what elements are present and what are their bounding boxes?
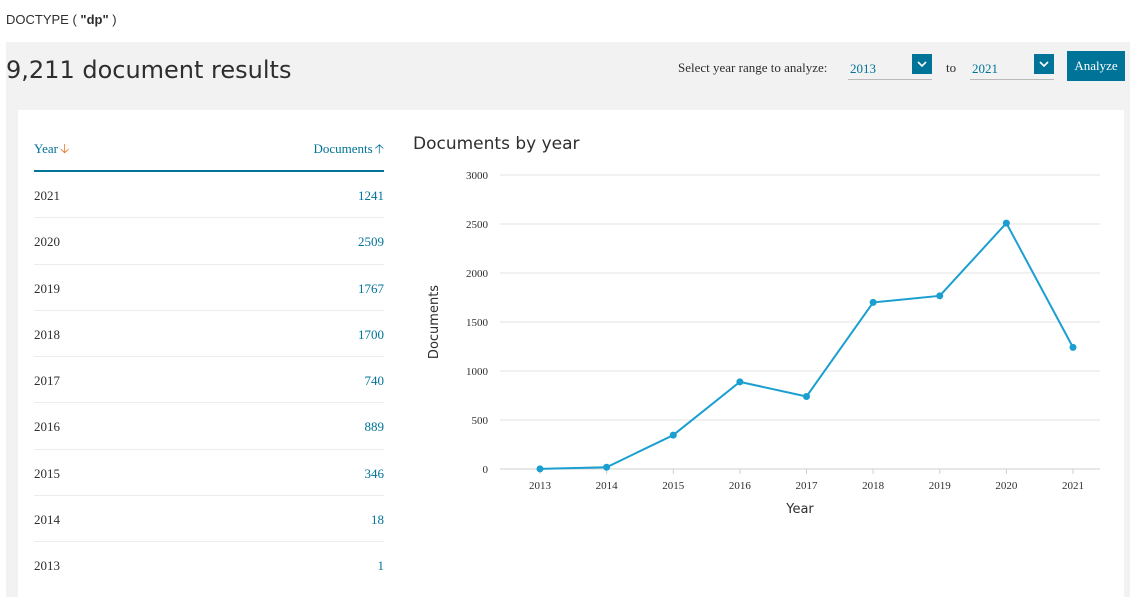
x-tick-label: 2020 xyxy=(995,480,1018,492)
y-tick-label: 3000 xyxy=(466,170,489,182)
year-range-label: Select year range to analyze: xyxy=(678,60,828,75)
data-point xyxy=(1069,343,1077,351)
table-row: 2020 2509 xyxy=(34,218,384,265)
data-point xyxy=(536,465,544,473)
y-tick-label: 1500 xyxy=(466,317,489,329)
y-tick-label: 2000 xyxy=(466,268,489,280)
table-row: 2017 740 xyxy=(34,357,385,404)
table-row: 2014 18 xyxy=(34,496,384,543)
table-row: 2013 1 xyxy=(34,542,384,588)
documents-line-chart: 0 500 1000 1500 2000 2500 3000 2013 2014 2015 2016… xyxy=(427,170,1100,517)
x-tick-label: 2018 xyxy=(862,480,885,492)
table-row: 2015 346 xyxy=(34,450,385,497)
sort-by-documents-button[interactable]: Documents 🡡 xyxy=(313,141,384,156)
chevron-down-icon[interactable] xyxy=(1034,54,1054,74)
table-row: 2018 1700 xyxy=(34,311,384,358)
row-documents-link[interactable]: 346 xyxy=(364,465,385,481)
y-axis-title: Documents xyxy=(427,285,442,359)
x-axis-title: Year xyxy=(785,502,814,517)
y-tick-label: 1000 xyxy=(466,366,489,378)
row-documents-link[interactable]: 2509 xyxy=(358,234,384,250)
row-documents-link[interactable]: 1241 xyxy=(358,188,384,203)
documents-by-year-table: Year 🡣 Documents 🡡 2021 1241 2020 2509 2019 176… xyxy=(34,132,384,589)
row-year: 2019 xyxy=(34,280,60,296)
y-tick-label: 0 xyxy=(483,464,489,476)
row-documents-link[interactable]: 1767 xyxy=(358,280,384,296)
row-documents-link[interactable]: 18 xyxy=(371,512,384,528)
row-year: 2020 xyxy=(34,234,60,250)
header-bar: 9,211 document results Select year range… xyxy=(6,42,1130,102)
row-documents-link[interactable]: 1 xyxy=(377,558,385,574)
x-tick-label: 2017 xyxy=(796,480,819,492)
sort-by-year-button[interactable]: Year 🡣 xyxy=(34,141,70,156)
row-documents-link[interactable]: 1700 xyxy=(358,326,384,342)
data-point xyxy=(736,378,744,386)
row-year: 2018 xyxy=(34,326,60,342)
data-point xyxy=(669,431,677,439)
row-year: 2021 xyxy=(34,188,60,203)
analyze-button[interactable]: Analyze xyxy=(1067,51,1125,81)
x-tick-label: 2014 xyxy=(596,480,619,492)
year-from-select[interactable]: 2013 xyxy=(848,54,932,80)
table-header: Year 🡣 Documents 🡡 xyxy=(34,132,384,172)
year-to-value: 2021 xyxy=(972,61,998,76)
x-tick-label: 2013 xyxy=(529,480,552,492)
search-query: DOCTYPE ( "dp" ) xyxy=(6,12,117,27)
chevron-down-icon[interactable] xyxy=(912,54,932,74)
year-from-value: 2013 xyxy=(850,61,876,76)
y-tick-label: 500 xyxy=(472,415,489,427)
row-year: 2013 xyxy=(34,558,60,574)
arrow-down-icon: 🡣 xyxy=(59,141,70,156)
row-documents-link[interactable]: 740 xyxy=(364,373,385,389)
x-tick-label: 2015 xyxy=(662,480,685,492)
row-year: 2014 xyxy=(34,512,60,528)
x-tick-label: 2021 xyxy=(1062,480,1084,492)
row-year: 2015 xyxy=(34,465,60,481)
data-point xyxy=(869,298,877,306)
row-year: 2017 xyxy=(34,373,60,389)
data-point xyxy=(803,392,810,400)
row-documents-link[interactable]: 889 xyxy=(364,419,385,435)
y-tick-label: 2500 xyxy=(466,219,489,231)
results-panel: Year 🡣 Documents 🡡 2021 1241 2020 2509 2019 176… xyxy=(6,102,1130,597)
result-count: 9,211 document results xyxy=(6,56,292,84)
arrow-up-icon: 🡡 xyxy=(374,141,384,156)
x-tick-label: 2016 xyxy=(729,480,752,492)
data-point xyxy=(1002,219,1010,227)
results-content: Year 🡣 Documents 🡡 2021 1241 2020 2509 2019 176… xyxy=(18,110,1124,597)
table-row: 2021 1241 xyxy=(34,172,384,219)
table-row: 2016 889 xyxy=(34,403,385,450)
data-point xyxy=(603,463,611,471)
row-year: 2016 xyxy=(34,419,60,435)
table-row: 2019 1767 xyxy=(34,265,384,311)
series-line xyxy=(539,221,1074,470)
year-to-select[interactable]: 2021 xyxy=(970,54,1054,80)
to-label: to xyxy=(946,60,957,75)
data-point xyxy=(936,292,944,300)
x-tick-label: 2019 xyxy=(929,480,952,492)
chart-title: Documents by year xyxy=(413,134,580,154)
